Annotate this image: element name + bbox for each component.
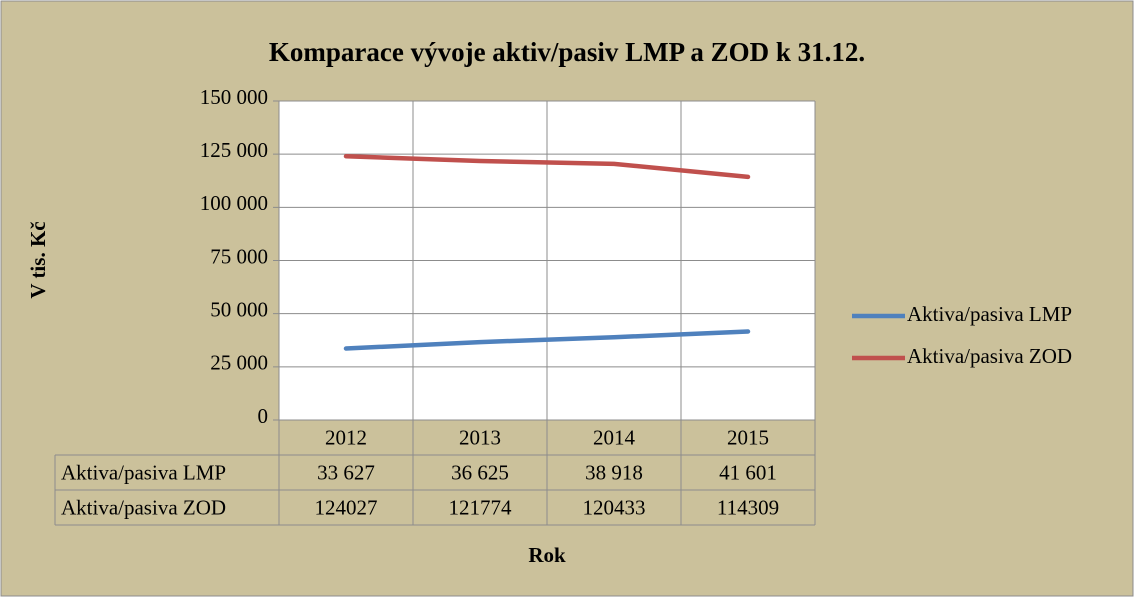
x-axis-label: Rok xyxy=(528,543,566,567)
table-cell: 33 627 xyxy=(317,460,375,484)
table-cell: 124027 xyxy=(315,495,378,519)
table-row-label: Aktiva/pasiva LMP xyxy=(61,460,226,484)
x-tick-label: 2012 xyxy=(325,425,367,449)
table-cell: 120433 xyxy=(583,495,646,519)
table-cell: 114309 xyxy=(717,495,779,519)
series-line xyxy=(343,153,751,180)
x-tick-label: 2014 xyxy=(593,425,636,449)
x-tick-label: 2013 xyxy=(459,425,501,449)
y-tick-label: 125 000 xyxy=(200,138,268,162)
y-axis-label: V tis. Kč xyxy=(26,221,50,298)
y-tick-label: 50 000 xyxy=(210,297,268,321)
y-tick-label: 0 xyxy=(258,404,269,428)
y-tick-label: 150 000 xyxy=(200,85,268,109)
x-tick-label: 2015 xyxy=(727,425,769,449)
table-cell: 41 601 xyxy=(719,460,777,484)
series-line xyxy=(343,329,751,351)
table-cell: 36 625 xyxy=(451,460,509,484)
y-tick-label: 100 000 xyxy=(200,191,268,215)
chart-title: Komparace vývoje aktiv/pasiv LMP a ZOD k… xyxy=(269,37,865,67)
table-cell: 121774 xyxy=(449,495,513,519)
table-cell: 38 918 xyxy=(585,460,643,484)
y-tick-label: 25 000 xyxy=(210,351,268,375)
table-row-label: Aktiva/pasiva ZOD xyxy=(61,495,226,519)
y-tick-label: 75 000 xyxy=(210,244,268,268)
legend-label: Aktiva/pasiva ZOD xyxy=(907,344,1072,368)
legend-label: Aktiva/pasiva LMP xyxy=(907,302,1072,326)
